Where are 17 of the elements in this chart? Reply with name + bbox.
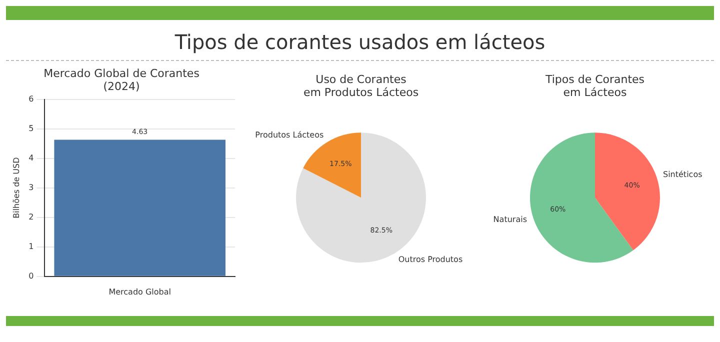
y-tick-label: 2 <box>28 212 34 222</box>
chart-title: Uso de Corantes em Produtos Lácteos <box>303 73 419 99</box>
y-tick-label: 4 <box>28 153 34 162</box>
y-tick-label: 5 <box>28 124 34 133</box>
text: Tipos de corantes usados em lácteos <box>174 30 546 54</box>
slice-label: Sintéticos <box>663 170 702 180</box>
chart-title: Mercado Global de Corantes (2024) <box>44 67 200 93</box>
x-tick-label: Mercado Global <box>108 287 171 296</box>
slice-label: Produtos Lácteos <box>255 130 324 140</box>
slice-label: Naturais <box>493 215 527 224</box>
y-tick-label: 1 <box>28 242 34 251</box>
y-tick-label: 6 <box>28 94 34 104</box>
y-tick-label: 3 <box>28 182 34 192</box>
chart-title: Tipos de Corantes em Lácteos <box>544 73 645 99</box>
y-tick-label: 0 <box>28 271 34 280</box>
y-axis-title: Bilhões de USD <box>12 157 21 218</box>
slice-label: Outros Produtos <box>398 254 463 264</box>
